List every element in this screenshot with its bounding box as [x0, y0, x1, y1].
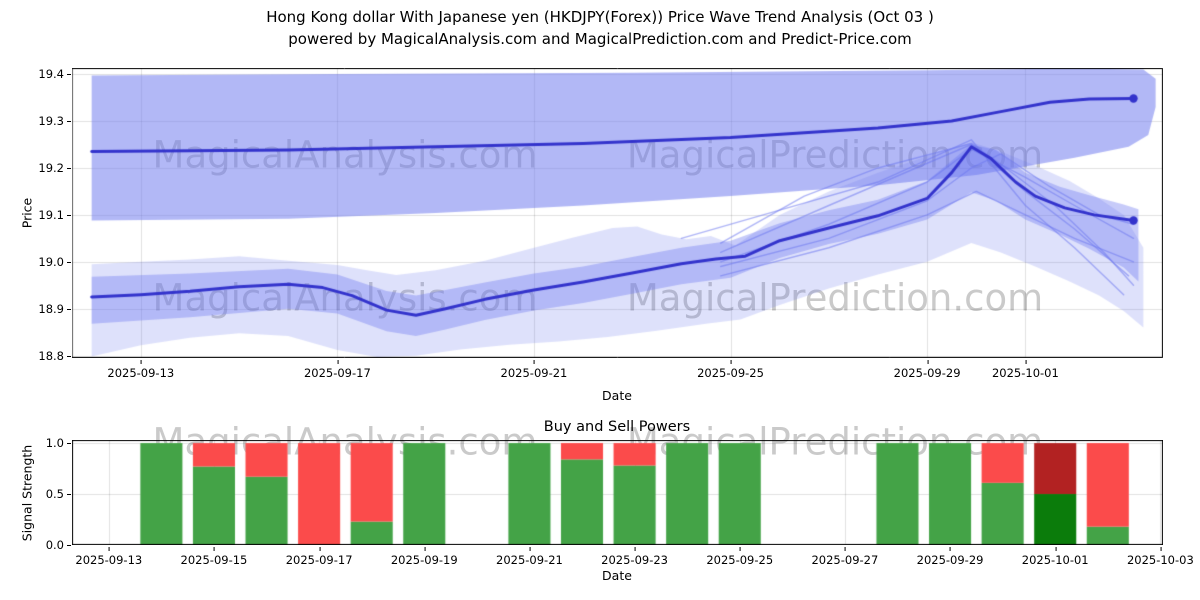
x-tick-label: 2025-10-03 [1126, 547, 1194, 567]
signal-axis-xlabel: Date [602, 568, 632, 583]
x-tick-label: 2025-09-23 [601, 547, 668, 567]
x-tick-label: 2025-09-25 [706, 547, 774, 567]
x-tick-label: 2025-09-17 [285, 547, 353, 567]
x-tick-label: 2025-10-01 [991, 360, 1059, 380]
x-tick-label: 2025-09-21 [500, 360, 568, 380]
y-tick-label: 19.1 [4, 208, 71, 222]
x-tick-label: 2025-09-15 [180, 547, 248, 567]
x-tick-label: 2025-09-29 [916, 547, 984, 567]
figure-title-line1: Hong Kong dollar With Japanese yen (HKDJ… [266, 8, 934, 26]
y-tick-label: 19.2 [4, 161, 71, 175]
price-wave-chart-canvas [72, 68, 1163, 358]
y-tick-label: 19.4 [4, 67, 71, 81]
y-tick-label: 0.5 [4, 487, 71, 501]
y-tick-label: 0.0 [4, 538, 71, 552]
x-tick-label: 2025-09-17 [303, 360, 371, 380]
price-axis-xlabel: Date [602, 388, 632, 403]
x-tick-label: 2025-09-19 [390, 547, 458, 567]
x-tick-label: 2025-09-21 [496, 547, 563, 567]
x-tick-label: 2025-09-13 [107, 360, 175, 380]
y-tick-label: 1.0 [4, 436, 71, 450]
x-tick-label: 2025-09-25 [697, 360, 764, 380]
y-tick-label: 19.0 [4, 255, 71, 269]
x-tick-label: 2025-10-01 [1021, 547, 1089, 567]
x-tick-label: 2025-09-13 [75, 547, 143, 567]
buy-sell-powers-canvas [72, 440, 1163, 545]
y-tick-label: 18.8 [4, 349, 71, 363]
bars-chart-title: Buy and Sell Powers [543, 419, 691, 435]
y-tick-label: 19.3 [4, 114, 71, 128]
figure-title-line2: powered by MagicalAnalysis.com and Magic… [288, 30, 912, 48]
x-tick-label: 2025-09-27 [811, 547, 879, 567]
y-tick-label: 18.9 [4, 302, 71, 316]
x-tick-label: 2025-09-29 [893, 360, 961, 380]
